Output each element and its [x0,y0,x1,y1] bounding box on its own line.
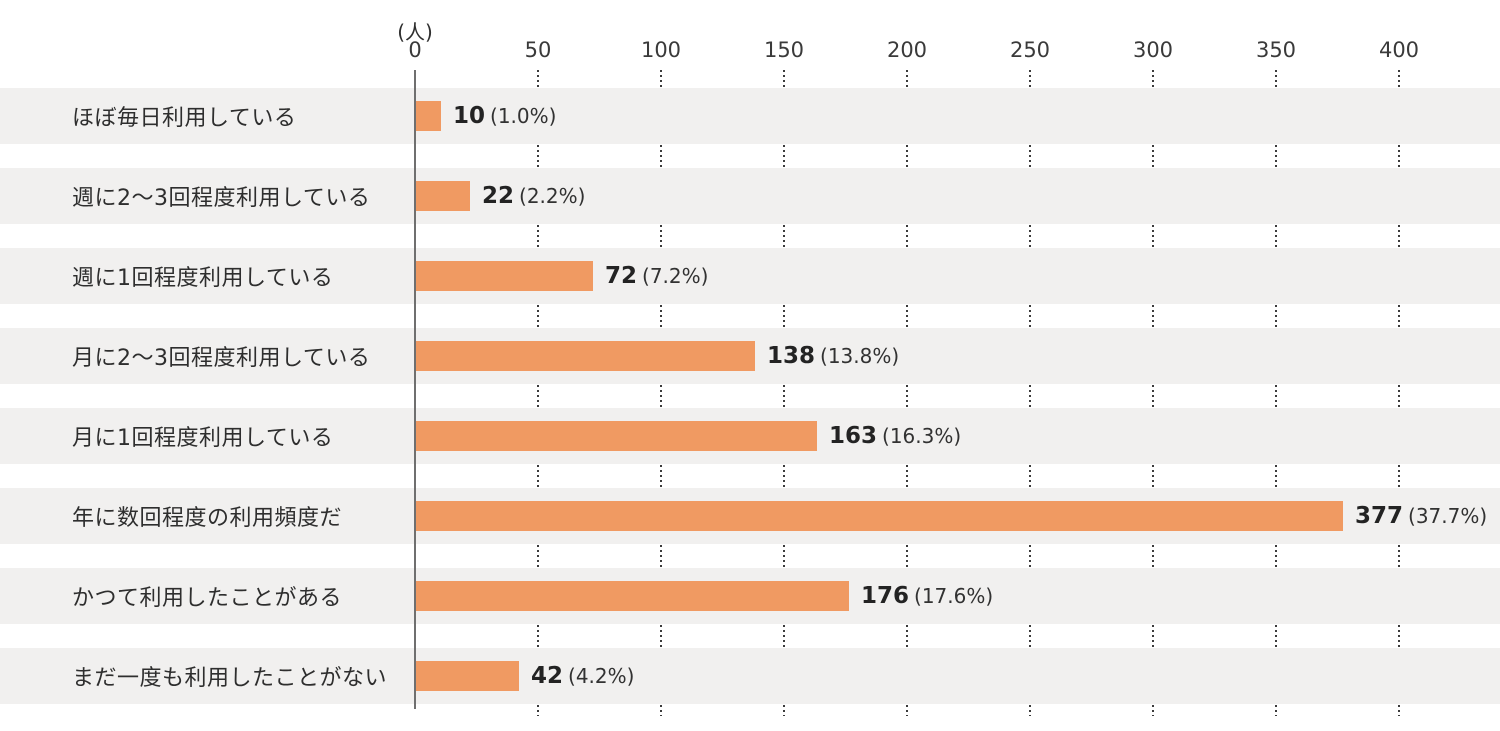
y-axis-line [414,70,416,709]
gridline-dotted [1275,70,1277,716]
x-axis-tick-label: 0 [408,38,422,62]
value-percent: (4.2%) [568,664,635,688]
bar [416,181,470,211]
value-count: 72 [605,263,638,289]
gridline-dotted [1398,70,1400,716]
value-count: 377 [1355,503,1404,529]
x-axis-tick-label: 200 [886,38,928,62]
category-label: まだ一度も利用したことがない [72,666,388,691]
gridline-dotted [537,70,539,716]
value-count: 138 [767,343,816,369]
category-row: まだ一度も利用したことがない 42 (4.2%) [0,648,1500,704]
category-row: 月に2〜3回程度利用している 138 (13.8%) [0,328,1500,384]
bar [416,661,519,691]
value-count: 42 [531,663,564,689]
bar [416,581,849,611]
category-row: 週に2〜3回程度利用している 22 (2.2%) [0,168,1500,224]
bar [416,421,817,451]
x-axis-tick-label: 400 [1378,38,1420,62]
category-row: かつて利用したことがある 176 (17.6%) [0,568,1500,624]
bar [416,101,441,131]
category-label: 週に1回程度利用している [72,266,334,291]
x-axis-tick-label: 50 [524,38,552,62]
value-count: 10 [453,103,486,129]
gridline-dotted [660,70,662,716]
value-percent: (1.0%) [490,104,557,128]
value-count: 163 [829,423,878,449]
category-label: 月に1回程度利用している [72,426,334,451]
category-label: 月に2〜3回程度利用している [72,346,371,371]
gridline-dotted [1029,70,1031,716]
value-percent: (37.7%) [1408,504,1488,528]
x-axis-tick-label: 300 [1132,38,1174,62]
category-row: 年に数回程度の利用頻度だ 377 (37.7%) [0,488,1500,544]
x-axis-tick-label: 350 [1255,38,1297,62]
x-axis-tick-label: 100 [640,38,682,62]
value-label: 138 (13.8%) [767,343,899,369]
category-label: 週に2〜3回程度利用している [72,186,371,211]
gridline-dotted [1152,70,1154,716]
value-percent: (17.6%) [914,584,994,608]
value-label: 163 (16.3%) [829,423,961,449]
x-axis-tick-label: 150 [763,38,805,62]
value-percent: (7.2%) [642,264,709,288]
value-percent: (16.3%) [882,424,962,448]
category-row: 週に1回程度利用している 72 (7.2%) [0,248,1500,304]
x-axis-tick-label: 250 [1009,38,1051,62]
value-label: 72 (7.2%) [605,263,708,289]
value-count: 176 [861,583,910,609]
axis-unit-label: (人) [397,20,433,44]
category-label: かつて利用したことがある [72,586,343,611]
value-label: 377 (37.7%) [1355,503,1487,529]
value-percent: (13.8%) [820,344,900,368]
value-percent: (2.2%) [519,184,586,208]
category-label: 年に数回程度の利用頻度だ [72,506,343,531]
category-row: 月に1回程度利用している 163 (16.3%) [0,408,1500,464]
value-count: 22 [482,183,515,209]
gridline-dotted [906,70,908,716]
value-label: 42 (4.2%) [531,663,634,689]
category-label: ほぼ毎日利用している [72,106,297,131]
bar [416,261,593,291]
gridline-dotted [783,70,785,716]
bar [416,341,755,371]
category-row: ほぼ毎日利用している 10 (1.0%) [0,88,1500,144]
bar [416,501,1343,531]
value-label: 22 (2.2%) [482,183,585,209]
value-label: 176 (17.6%) [861,583,993,609]
value-label: 10 (1.0%) [453,103,556,129]
